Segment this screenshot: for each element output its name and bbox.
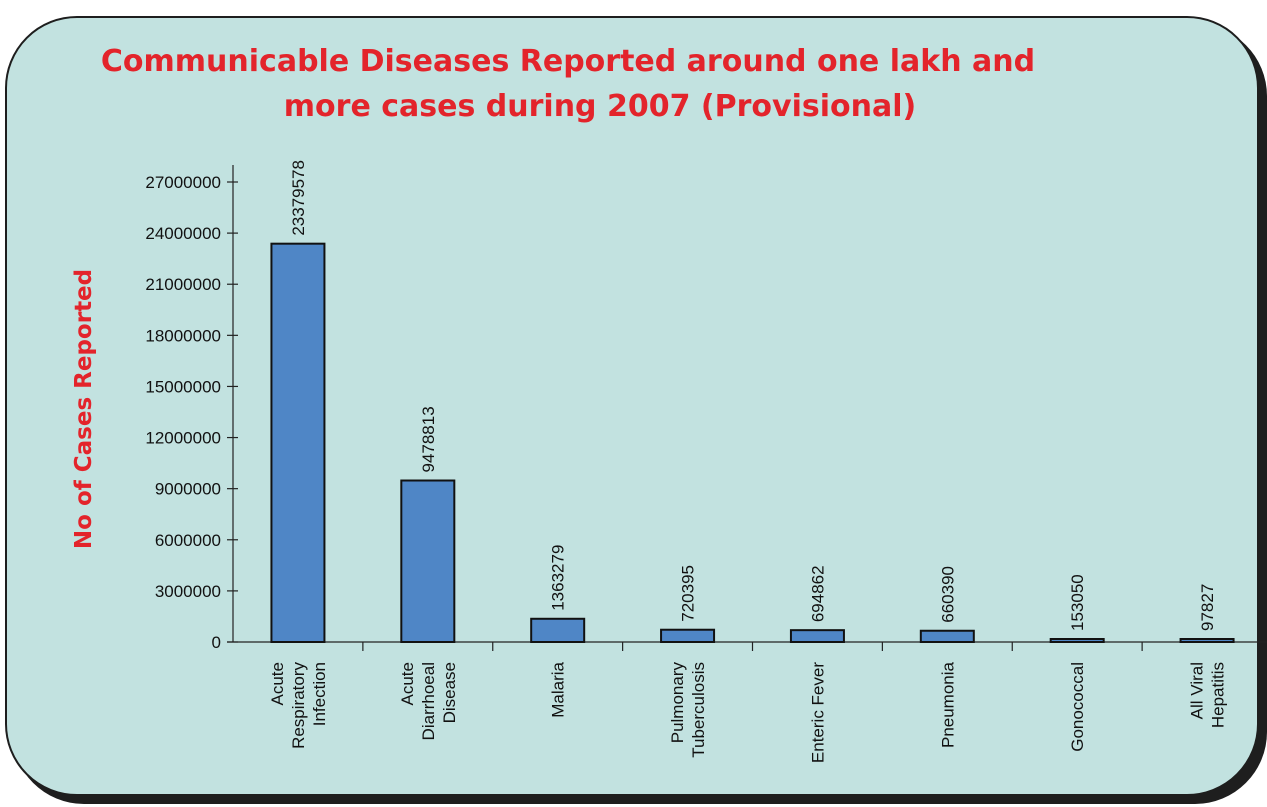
x-tick-label-line: Gonococcal [1068,662,1087,752]
y-tick-label: 18000000 [145,326,221,345]
bar [660,628,716,644]
x-tick-label-line: Infection [310,662,329,726]
x-tick-label-line: Enteric Fever [808,662,827,763]
y-tick-label: 12000000 [145,429,221,448]
x-tick-label-line: Pneumonia [938,661,957,748]
y-tick-label: 6000000 [155,531,221,550]
bar [400,479,456,644]
x-tick-label: Enteric Fever [808,662,827,763]
x-tick-label: All Viral Hepatitis [1188,662,1228,728]
bar [919,629,975,643]
y-tick-label: 21000000 [145,275,221,294]
data-label: 1363279 [549,545,568,611]
y-tick-label: 24000000 [145,224,221,243]
bar [270,242,326,643]
x-tick-label-line: Acute [268,662,287,705]
x-tick-label-line: Respiratory [289,662,308,749]
data-label: 9478813 [419,406,438,472]
bar [530,617,586,643]
x-tick-labels: Acute Respiratory Infection Acute Diarrhoeal… [268,661,1228,763]
chart-title: Communicable Diseases Reported around on… [101,44,1035,124]
x-tick-label: Pneumonia [938,661,957,748]
chart-title-line-1: Communicable Diseases Reported around on… [101,44,1035,79]
y-tick-label: 27000000 [145,173,221,192]
y-axis: 0 3000000 6000000 9000000 12000000 15000000 18… [145,165,238,652]
x-tick-label-line: Hepatitis [1209,662,1228,728]
x-tick-label-line: Tuberculosis [689,662,708,758]
chart-title-line-2: more cases during 2007 (Provisional) [284,89,916,124]
x-tick-label: Acute Diarrhoeal Disease [398,662,459,740]
bar [789,629,845,644]
data-label: 97827 [1198,584,1217,631]
y-tick-label: 15000000 [145,377,221,396]
y-tick-label: 3000000 [155,582,221,601]
data-label: 23379578 [289,160,308,236]
x-tick-label-line: All Viral [1188,662,1207,719]
x-axis [227,641,1267,651]
data-label: 720395 [679,565,698,622]
x-tick-label-line: Pulmonary [668,662,687,744]
data-labels: 23379578 9478813 1363279 720395 694862 660390… [289,160,1217,631]
bar [1049,638,1105,643]
y-tick-label: 0 [212,633,221,652]
x-tick-label: Gonococcal [1068,662,1087,752]
data-label: 153050 [1068,574,1087,631]
y-tick-label: 9000000 [155,480,221,499]
data-label: 694862 [808,565,827,622]
x-tick-label-line: Disease [440,662,459,723]
x-tick-label: Pulmonary Tuberculosis [668,662,708,758]
bar [1179,638,1235,643]
x-tick-label: Malaria [549,661,568,717]
x-tick-label-line: Diarrhoeal [419,662,438,740]
data-label: 660390 [938,566,957,623]
chart-frame [5,16,1259,796]
bars [270,242,1235,644]
x-tick-label-line: Malaria [549,661,568,717]
x-tick-label-line: Acute [398,662,417,705]
y-axis-label: No of Cases Reported [71,269,97,549]
x-tick-label: Acute Respiratory Infection [268,662,329,749]
